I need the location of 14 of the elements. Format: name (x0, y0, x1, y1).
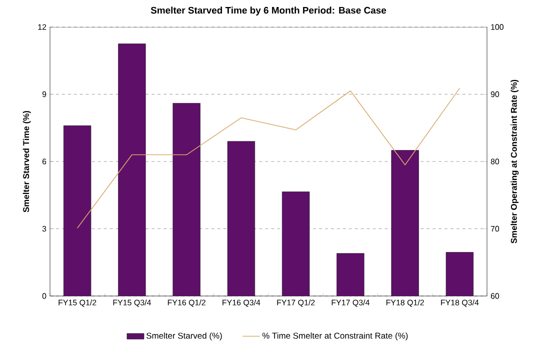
bar (64, 125, 92, 296)
y-axis-title: Smelter Starved Time (%) (22, 110, 31, 212)
bar (118, 44, 146, 296)
y2-axis-title: Smelter Operating at Constraint Rate (%) (510, 80, 519, 244)
bar (336, 253, 364, 296)
bar (282, 192, 310, 296)
bar (227, 141, 255, 296)
bar (391, 150, 419, 296)
chart-title: Smelter Starved Time by 6 Month Period: Base Case (150, 6, 386, 16)
legend-label: Smelter Starved (%) (146, 332, 222, 340)
bar (446, 252, 474, 296)
line-series (76, 88, 460, 228)
bar (172, 103, 200, 296)
legend-label: % Time Smelter at Constraint Rate (%) (262, 332, 408, 340)
